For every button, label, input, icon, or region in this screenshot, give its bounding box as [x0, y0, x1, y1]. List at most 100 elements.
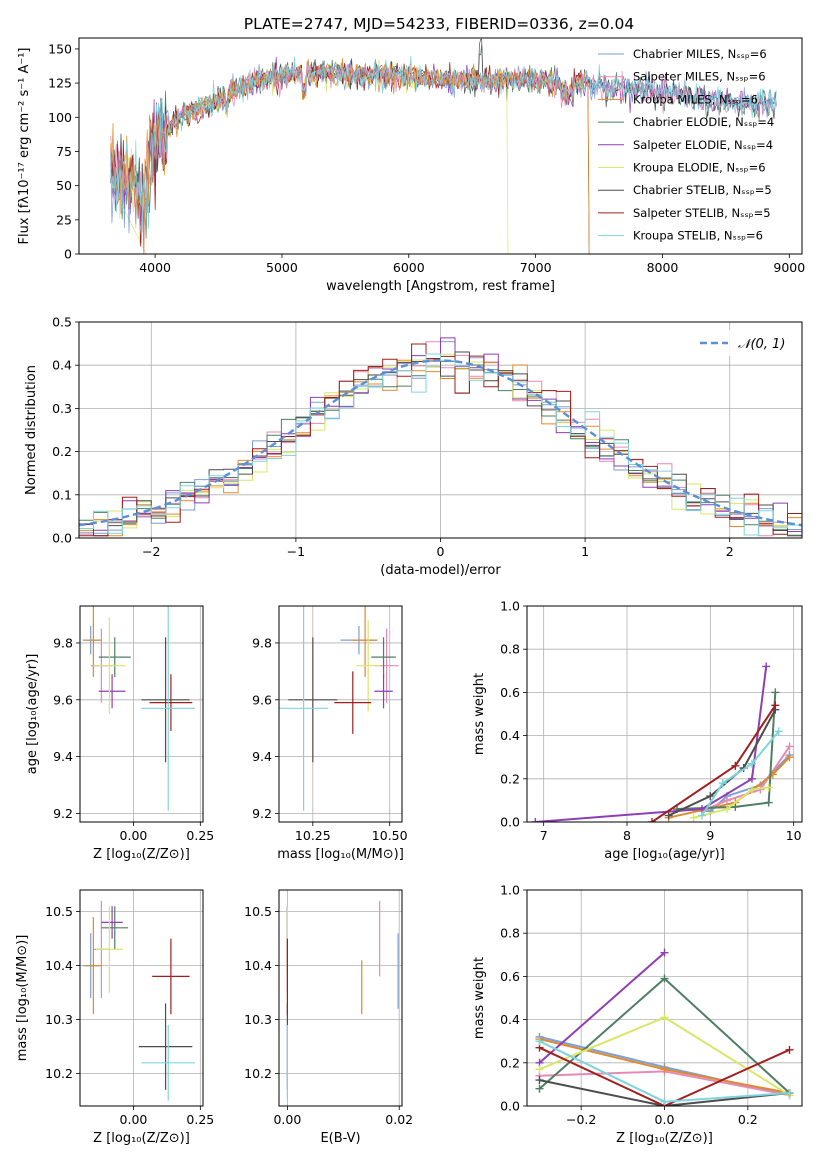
x-tick-label: 0.00: [273, 1112, 301, 1127]
legend-entry: Chabrier STELIB, Nₛₛₚ=5: [633, 183, 772, 197]
legend: 𝒩(0, 1): [690, 330, 796, 356]
x-axis-label: age [log₁₀(age/yr)]: [604, 847, 725, 862]
y-tick-label: 9.2: [252, 806, 272, 821]
weight-marker: [771, 701, 780, 710]
plot-area: [79, 337, 802, 538]
x-tick-label: 8: [623, 828, 631, 843]
x-tick-label: 0.00: [120, 828, 148, 843]
y-tick-label: 9.8: [53, 635, 73, 650]
chart-title: PLATE=2747, MJD=54233, FIBERID=0336, z=0…: [244, 15, 634, 33]
y-tick-label: 0.3: [52, 401, 72, 416]
y-tick-label: 10.4: [244, 958, 272, 973]
weight-marker: [660, 1065, 669, 1074]
weight-marker: [698, 811, 706, 820]
legend-entry: Salpeter MILES, Nₛₛₚ=6: [633, 70, 766, 84]
y-tick-label: 10.5: [244, 904, 272, 919]
y-tick-label: 100: [48, 110, 72, 125]
legend-entry: Chabrier ELODIE, Nₛₛₚ=4: [633, 115, 774, 129]
weight-marker: [531, 818, 540, 822]
y-tick-label: 10.3: [45, 1012, 73, 1027]
y-tick-label: 125: [48, 76, 72, 91]
axes-frame: [278, 605, 403, 823]
x-tick-label: 0.25: [186, 828, 214, 843]
x-tick-label: 10: [786, 828, 802, 843]
x-tick-label: 1: [581, 544, 589, 559]
y-axis-label: Flux [fλ10⁻¹⁷ erg cm⁻² s⁻¹ A⁻¹]: [17, 48, 32, 245]
weight-marker: [731, 802, 740, 811]
weight-marker: [660, 1097, 669, 1106]
weight-marker: [718, 779, 727, 788]
weight-marker: [731, 761, 740, 770]
y-tick-label: 0.4: [500, 728, 520, 743]
weight-marker: [535, 1037, 544, 1046]
plot-area: [531, 662, 794, 822]
y-axis-label: Normed distribution: [24, 365, 39, 495]
y-axis-label: mass weight: [472, 673, 487, 755]
chart-mass-vs-z: 0.00 0.25 10.2 10.3 10.4 10.5 Z [log₁₀(Z/Z⊙)] m…: [15, 889, 214, 1146]
y-tick-label: 10.2: [45, 1066, 73, 1081]
weight-marker: [660, 974, 669, 983]
weight-marker: [648, 818, 656, 822]
legend: Chabrier MILES, Nₛₛₚ=6 Salpeter MILES, Nₛ…: [598, 47, 774, 243]
y-tick-label: 0.2: [500, 1055, 520, 1070]
weight-series: [539, 1079, 790, 1106]
legend-entry: Chabrier MILES, Nₛₛₚ=6: [633, 47, 767, 61]
x-axis-label: E(B-V): [320, 1131, 360, 1146]
weight-marker: [785, 1045, 794, 1054]
plot-area: [279, 606, 399, 811]
chart-weight-vs-age: 7 8 9 10 0.0 0.2 0.4 0.6 0.8 1.0 age [log₁₀(age/yr…: [472, 599, 803, 862]
plot-area: [82, 900, 195, 1101]
y-tick-label: 50: [56, 178, 72, 193]
y-axis-label: mass [log₁₀(M/M⊙)]: [15, 935, 30, 1062]
x-axis-label: wavelength [Angstrom, rest frame]: [326, 279, 555, 294]
weight-series: [693, 786, 769, 819]
weight-marker: [535, 1076, 544, 1085]
y-tick-label: 0.5: [52, 315, 72, 330]
y-tick-label: 0.0: [52, 531, 72, 546]
y-tick-label: 9.4: [53, 749, 73, 764]
y-tick-label: 0.8: [500, 926, 520, 941]
spectrum-series: [110, 58, 590, 254]
histogram-series: [79, 353, 802, 538]
weight-marker: [748, 774, 756, 783]
weight-marker: [660, 948, 669, 957]
weight-marker: [764, 783, 773, 792]
y-tick-label: 0.4: [52, 358, 72, 373]
y-tick-label: 0.2: [500, 771, 520, 786]
weight-series: [535, 666, 768, 822]
legend-box: [690, 330, 796, 356]
y-tick-label: 25: [56, 212, 72, 227]
spectrum-series: [110, 38, 777, 234]
axes-frame: [79, 889, 204, 1107]
y-axis-label: age [log₁₀(age/yr)]: [25, 654, 40, 775]
weight-marker: [762, 662, 771, 671]
legend-entry: Salpeter STELIB, Nₛₛₚ=5: [633, 206, 771, 220]
weight-marker: [723, 805, 731, 814]
axes-frame: [526, 605, 803, 823]
x-tick-label: 9: [706, 828, 714, 843]
weight-marker: [785, 1089, 794, 1098]
x-tick-label: 8000: [647, 260, 679, 275]
y-tick-label: 0.0: [500, 815, 520, 830]
axes-frame: [79, 605, 204, 823]
axes-frame: [78, 37, 803, 255]
chart-spectrum: PLATE=2747, MJD=54233, FIBERID=0336, z=0…: [17, 15, 805, 294]
y-tick-label: 0.8: [500, 642, 520, 657]
y-tick-label: 10.4: [45, 958, 73, 973]
x-tick-label: 2: [726, 544, 734, 559]
chart-age-vs-z: 0.00 0.25 9.2 9.4 9.6 9.8 Z [log₁₀(Z/Z⊙)] age […: [25, 605, 214, 862]
x-tick-label: 10.50: [372, 828, 408, 843]
x-axis-label: Z [log₁₀(Z/Z⊙)]: [93, 847, 190, 862]
y-tick-label: 9.4: [252, 749, 272, 764]
x-tick-label: 4000: [139, 260, 171, 275]
y-tick-label: 1.0: [500, 883, 520, 898]
x-tick-label: 10.25: [295, 828, 331, 843]
x-tick-label: 0: [437, 544, 445, 559]
weight-marker: [748, 785, 756, 794]
x-tick-label: 7: [540, 828, 548, 843]
weight-marker: [706, 792, 715, 801]
x-tick-label: −1: [287, 544, 305, 559]
weight-marker: [535, 1065, 544, 1074]
y-tick-label: 0.4: [500, 1012, 520, 1027]
